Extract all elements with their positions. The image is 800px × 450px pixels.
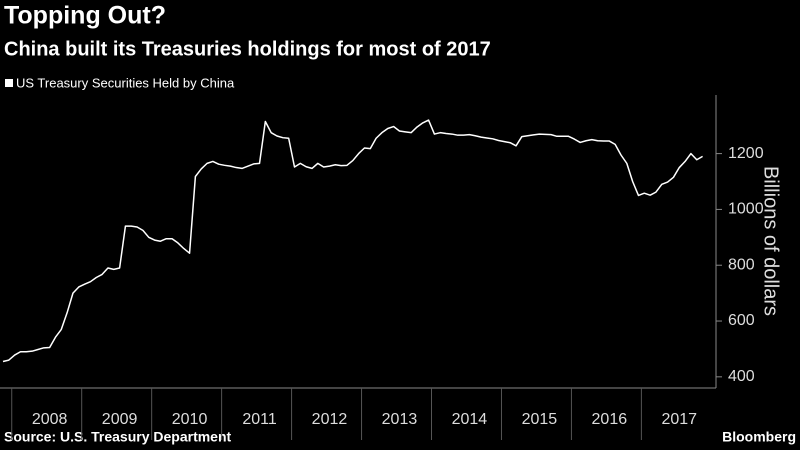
x-tick-label: 2008 bbox=[32, 411, 68, 428]
chart-title: Topping Out? bbox=[4, 2, 166, 30]
x-tick-label: 2014 bbox=[452, 411, 488, 428]
x-tick-label: 2015 bbox=[522, 411, 558, 428]
legend-swatch bbox=[5, 79, 13, 87]
x-tick-label: 2010 bbox=[172, 411, 208, 428]
y-tick-label: 600 bbox=[728, 312, 755, 329]
x-tick-label: 2016 bbox=[592, 411, 628, 428]
x-tick-label: 2017 bbox=[661, 411, 697, 428]
legend-label: US Treasury Securities Held by China bbox=[16, 75, 235, 90]
source: Source: U.S. Treasury Department bbox=[4, 429, 232, 445]
chart-subtitle: China built its Treasuries holdings for … bbox=[4, 38, 491, 60]
x-tick-label: 2012 bbox=[312, 411, 348, 428]
y-axis-label: Billions of dollars bbox=[760, 166, 782, 316]
x-tick-label: 2009 bbox=[102, 411, 138, 428]
y-tick-label: 400 bbox=[728, 368, 755, 385]
data-line bbox=[2, 119, 703, 363]
y-tick-label: 1200 bbox=[728, 145, 764, 162]
brand: Bloomberg bbox=[722, 429, 796, 445]
x-tick-label: 2011 bbox=[242, 411, 277, 428]
x-tick-label: 2013 bbox=[382, 411, 418, 428]
y-tick-label: 800 bbox=[728, 256, 755, 273]
y-tick-label: 1000 bbox=[728, 201, 764, 218]
